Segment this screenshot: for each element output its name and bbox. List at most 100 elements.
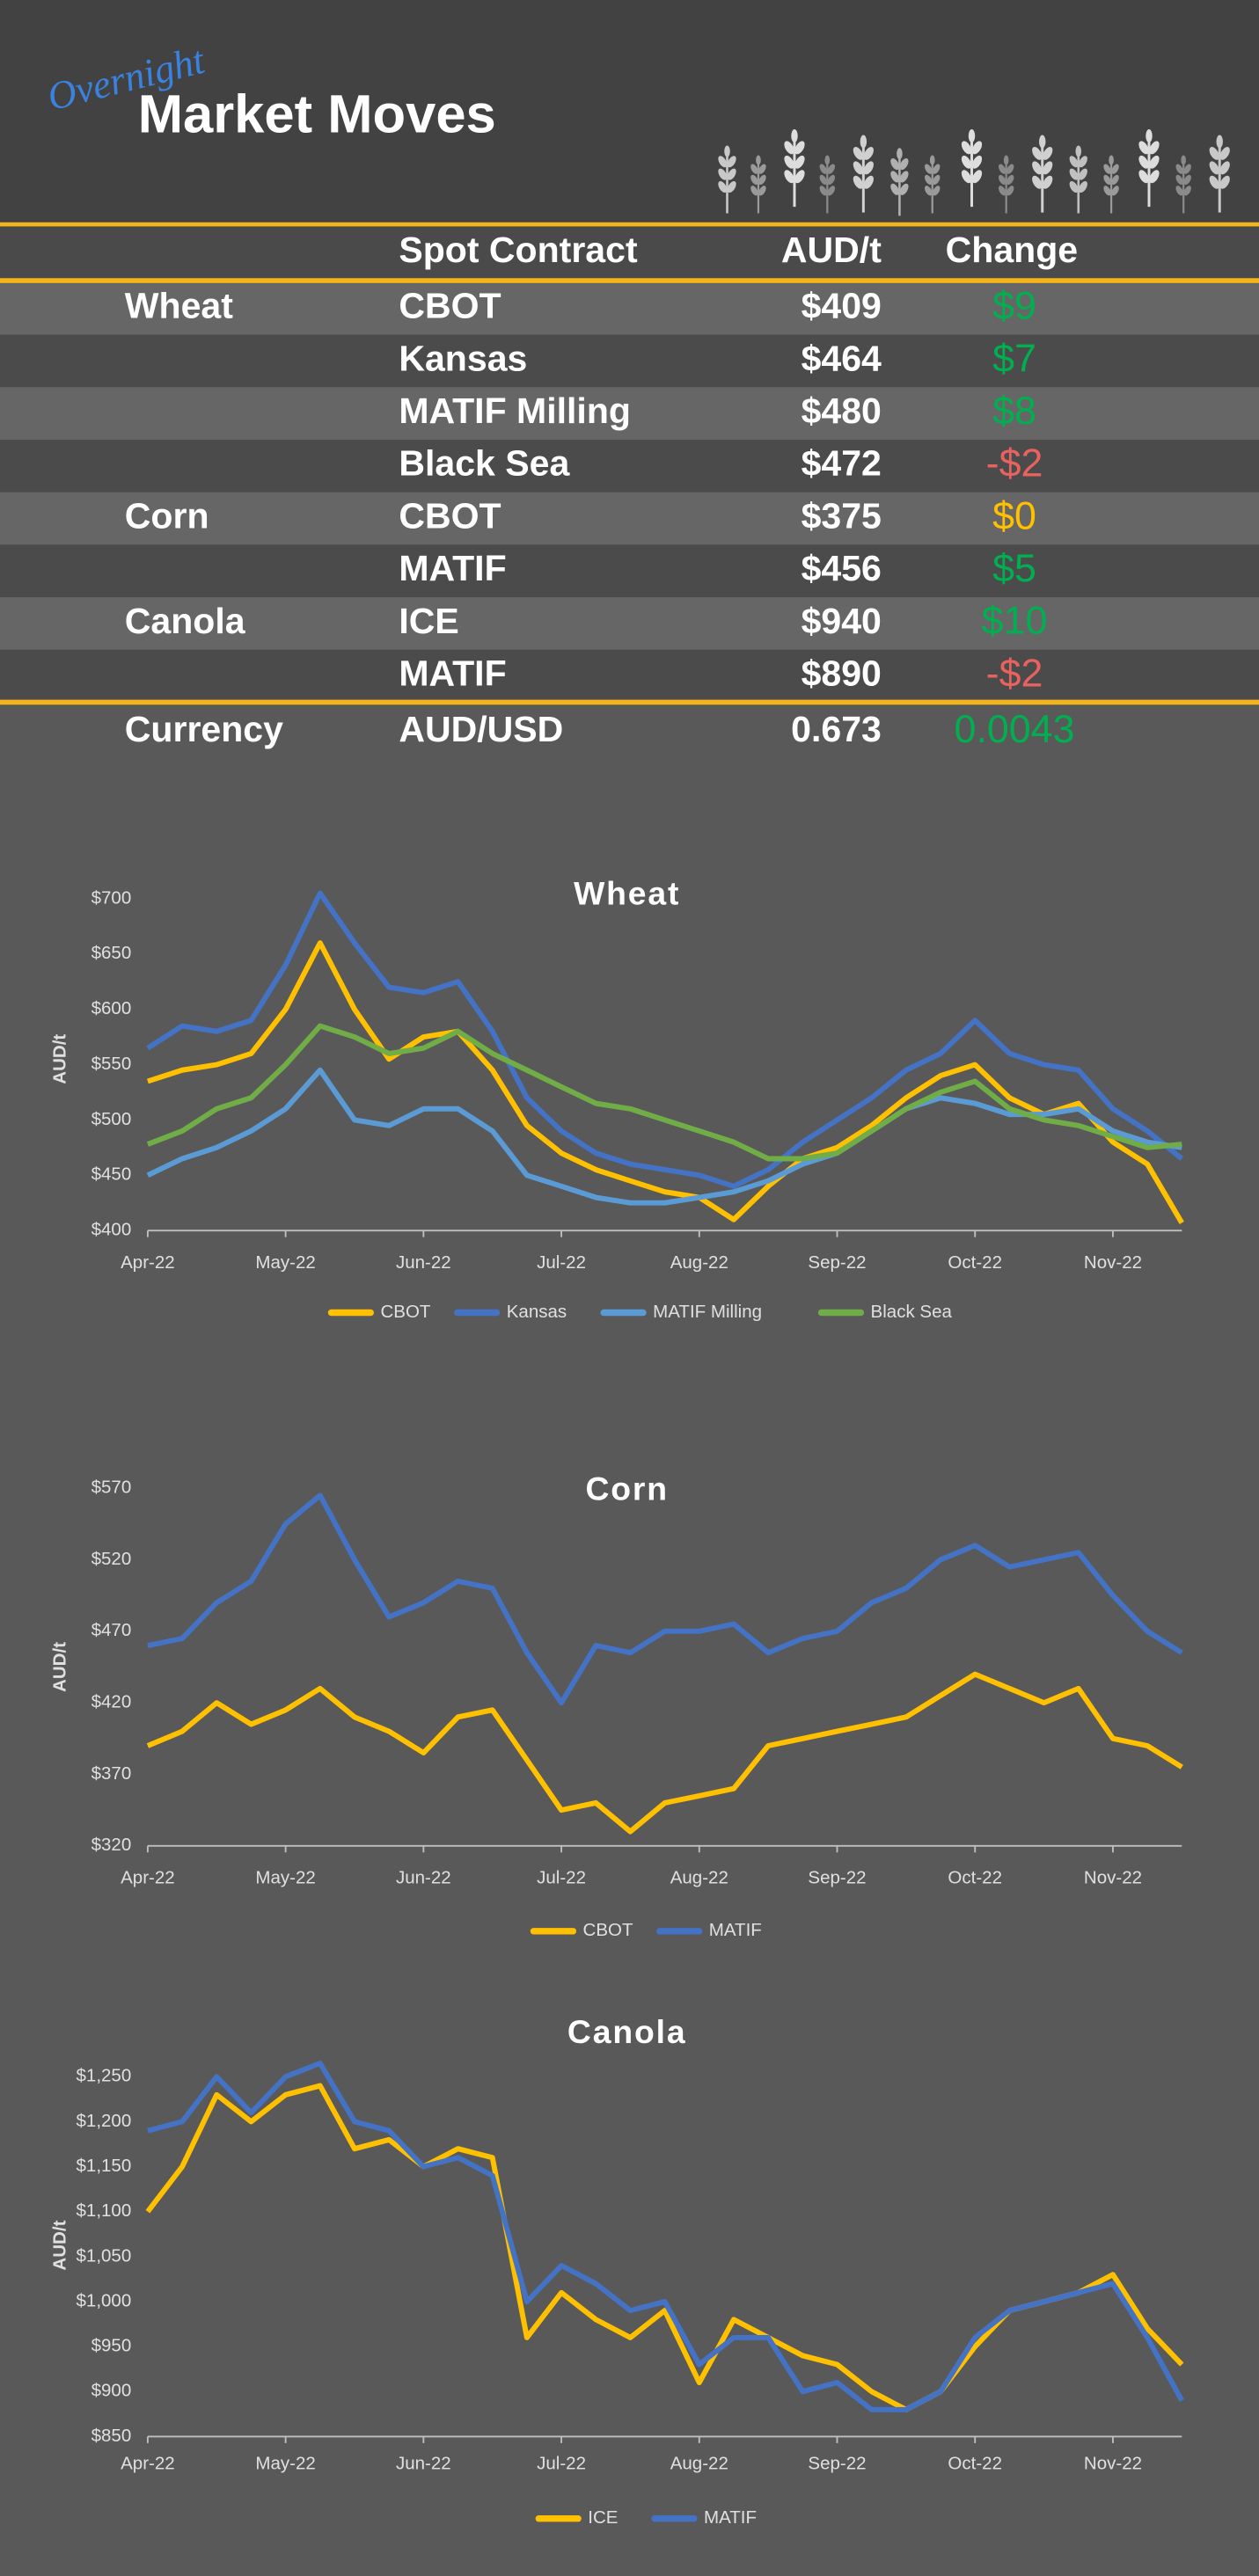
row-group: Wheat xyxy=(125,286,233,326)
change: $5 xyxy=(992,546,1036,590)
change: $0 xyxy=(992,493,1036,537)
change: $7 xyxy=(992,336,1036,380)
y-tick-label: $320 xyxy=(91,1835,132,1855)
y-tick-label: $400 xyxy=(91,1220,132,1240)
y-tick-label: $470 xyxy=(91,1620,132,1640)
x-tick-label: Apr-22 xyxy=(121,2454,175,2474)
y-tick-label: $850 xyxy=(91,2426,132,2446)
legend-label: MATIF xyxy=(704,2507,757,2528)
table-header-background xyxy=(0,226,1259,280)
x-tick-label: Jun-22 xyxy=(396,2454,451,2474)
chart-title: Wheat xyxy=(574,874,680,911)
series-line xyxy=(146,1067,1182,1206)
x-tick-label: Jun-22 xyxy=(396,1252,451,1273)
legend-label: CBOT xyxy=(380,1302,430,1322)
price: $472 xyxy=(802,443,882,484)
row-background xyxy=(0,597,1259,650)
x-tick-label: Aug-22 xyxy=(670,1868,728,1888)
row-background xyxy=(0,649,1259,703)
row-background xyxy=(0,492,1259,545)
series-line xyxy=(146,1023,1182,1162)
y-tick-label: $550 xyxy=(91,1054,132,1074)
legend-label: CBOT xyxy=(583,1920,633,1940)
price: $890 xyxy=(802,653,882,693)
y-tick-label: $420 xyxy=(91,1692,132,1712)
price: $375 xyxy=(802,495,882,536)
x-tick-label: Aug-22 xyxy=(670,1252,728,1273)
contract: Kansas xyxy=(399,338,527,378)
row-group: Canola xyxy=(125,601,246,641)
row-group: Currency xyxy=(125,709,283,749)
y-tick-label: $570 xyxy=(91,1478,132,1498)
y-axis-label: AUD/t xyxy=(49,1034,70,1084)
column-header: AUD/t xyxy=(781,230,882,270)
contract: CBOT xyxy=(399,495,501,536)
y-tick-label: $650 xyxy=(91,943,132,963)
chart: $400 $450 $500 $550 $600 $650 $700 Apr-22 May-22… xyxy=(49,874,1184,1322)
chart: $850 $900 $950 $1,000 $1,050 $1,100 $1,150 $1,2… xyxy=(49,2013,1184,2528)
series-line xyxy=(147,2061,1184,2412)
contract: MATIF Milling xyxy=(399,390,631,431)
y-tick-label: $900 xyxy=(91,2381,132,2401)
row-background xyxy=(0,439,1259,493)
y-tick-label: $700 xyxy=(91,887,132,908)
x-tick-label: Jul-22 xyxy=(537,2454,586,2474)
column-header: Change xyxy=(946,230,1078,270)
contract: MATIF xyxy=(399,653,506,693)
x-tick-label: Nov-22 xyxy=(1084,1868,1142,1888)
x-tick-label: Sep-22 xyxy=(808,2454,866,2474)
row-background xyxy=(0,387,1259,440)
x-tick-label: Apr-22 xyxy=(121,1868,175,1888)
price: 0.673 xyxy=(791,709,882,749)
legend-label: ICE xyxy=(588,2507,618,2528)
contract: AUD/USD xyxy=(399,709,563,749)
x-tick-label: Jun-22 xyxy=(396,1868,451,1888)
y-tick-label: $1,200 xyxy=(77,2111,132,2131)
y-axis-label: AUD/t xyxy=(49,1642,70,1692)
change: $8 xyxy=(992,389,1036,433)
chart: $320 $370 $420 $470 $520 $570 Apr-22 May-22 Jun-… xyxy=(49,1470,1183,1940)
y-tick-label: $1,100 xyxy=(77,2200,132,2221)
row-background xyxy=(0,544,1259,598)
y-tick-label: $1,250 xyxy=(77,2066,132,2086)
header-background xyxy=(0,0,1259,225)
row-background xyxy=(0,281,1259,335)
x-tick-label: May-22 xyxy=(255,1252,315,1273)
series-line xyxy=(146,940,1184,1224)
x-tick-label: Sep-22 xyxy=(808,1868,866,1888)
contract: CBOT xyxy=(399,286,501,326)
y-tick-label: $950 xyxy=(91,2336,132,2356)
y-tick-label: $370 xyxy=(91,1763,132,1784)
x-tick-label: Aug-22 xyxy=(670,2454,728,2474)
contract: Black Sea xyxy=(399,443,570,484)
legend-label: Kansas xyxy=(507,1302,567,1322)
series-line xyxy=(146,1671,1183,1835)
price: $464 xyxy=(802,338,882,378)
y-tick-label: $450 xyxy=(91,1164,132,1185)
x-tick-label: Nov-22 xyxy=(1084,2454,1142,2474)
legend-label: MATIF xyxy=(709,1920,762,1940)
y-tick-label: $600 xyxy=(91,998,132,1018)
change: $10 xyxy=(982,599,1048,643)
contract: MATIF xyxy=(399,548,506,588)
x-tick-label: Sep-22 xyxy=(808,1252,866,1273)
x-tick-label: May-22 xyxy=(255,2454,315,2474)
row-group: Corn xyxy=(125,495,209,536)
x-tick-label: Oct-22 xyxy=(948,2454,1002,2474)
y-axis-label: AUD/t xyxy=(49,2220,70,2270)
table-body: Wheat CBOT $409 $9 Kansas $464 $7 MATIF Milling… xyxy=(0,281,1259,703)
change: -$2 xyxy=(986,651,1043,695)
y-tick-label: $500 xyxy=(91,1109,132,1129)
change: -$2 xyxy=(986,441,1043,485)
price: $409 xyxy=(802,286,882,326)
y-tick-label: $1,150 xyxy=(77,2156,132,2176)
x-tick-label: Nov-22 xyxy=(1084,1252,1142,1273)
x-tick-label: Jul-22 xyxy=(537,1868,586,1888)
legend-label: MATIF Milling xyxy=(653,1302,762,1322)
price: $940 xyxy=(802,601,882,641)
y-tick-label: $1,000 xyxy=(77,2290,132,2310)
x-tick-label: Jul-22 xyxy=(537,1252,586,1273)
charts: $400 $450 $500 $550 $600 $650 $700 Apr-22 May-22… xyxy=(49,874,1184,2528)
chart-title: Corn xyxy=(585,1470,668,1507)
